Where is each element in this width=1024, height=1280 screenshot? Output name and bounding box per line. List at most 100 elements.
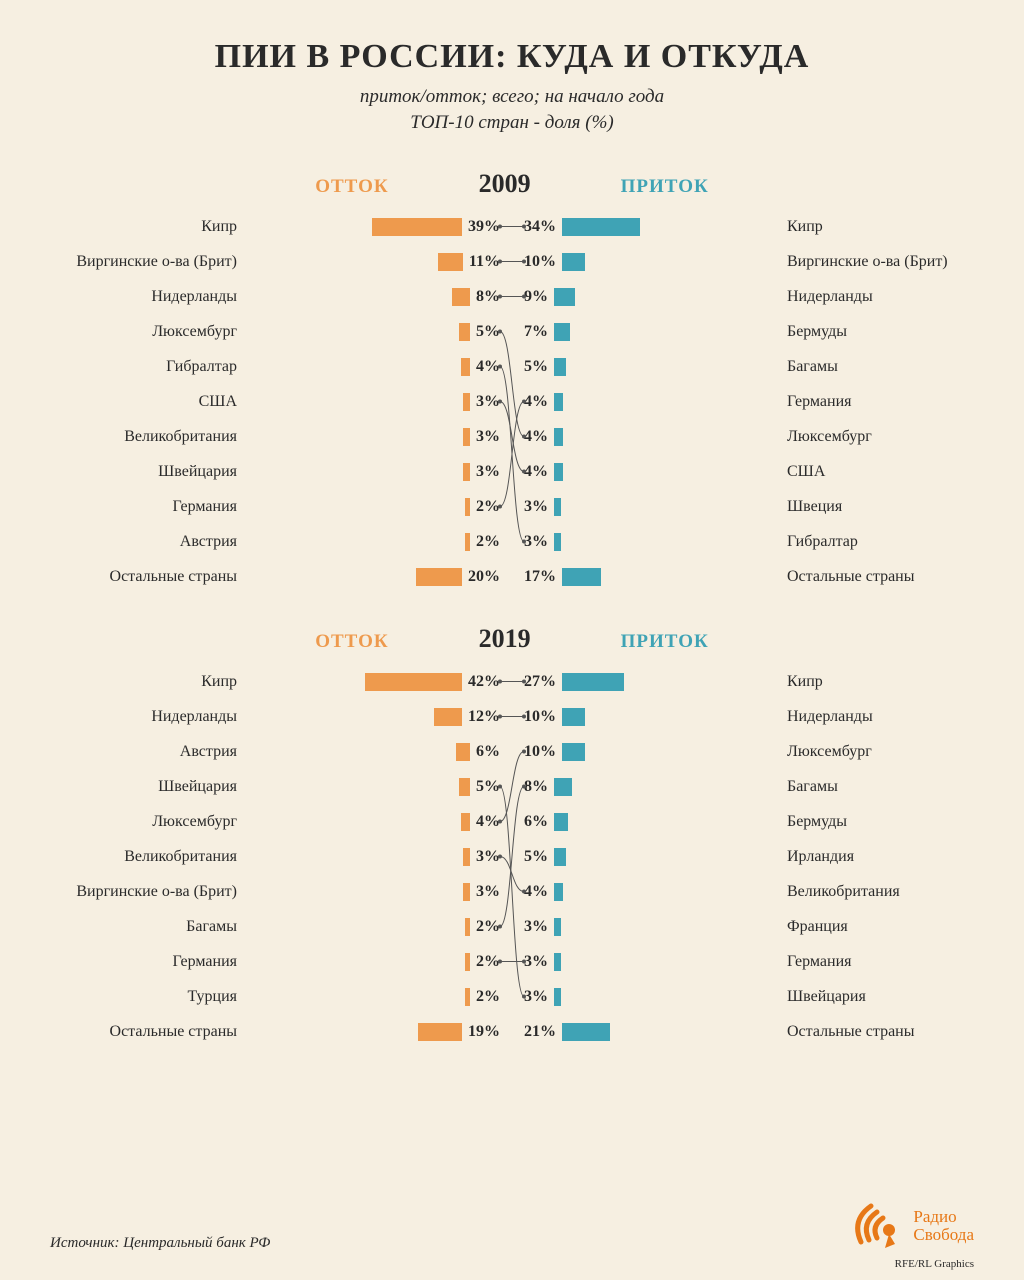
inflow-pct: 4%: [524, 393, 548, 411]
inflow-bar: [554, 463, 563, 481]
chart-row: Австрия2%3%Гибралтар: [50, 524, 974, 559]
outflow-bar-zone: 3%: [245, 428, 500, 446]
infographic-page: ПИИ В РОССИИ: КУДА И ОТКУДА приток/отток…: [0, 0, 1024, 1280]
inflow-bar: [554, 953, 561, 971]
chart-row: Швейцария3%4%США: [50, 454, 974, 489]
outflow-country-label: США: [50, 393, 245, 411]
inflow-country-label: Багамы: [779, 778, 974, 796]
outflow-bar-zone: 6%: [245, 743, 500, 761]
inflow-bar-zone: 3%: [524, 498, 779, 516]
inflow-bar-zone: 17%: [524, 568, 779, 586]
inflow-pct: 7%: [524, 323, 548, 341]
outflow-country-label: Германия: [50, 953, 245, 971]
chart-row: Кипр39%34%Кипр: [50, 209, 974, 244]
outflow-bar: [452, 288, 470, 306]
outflow-country-label: Турция: [50, 988, 245, 1006]
inflow-pct: 3%: [524, 918, 548, 936]
inflow-bar: [554, 428, 563, 446]
chart-row: Виргинские о-ва (Брит)11%10%Виргинские о…: [50, 244, 974, 279]
inflow-country-label: Бермуды: [779, 813, 974, 831]
inflow-pct: 6%: [524, 813, 548, 831]
inflow-country-label: Швеция: [779, 498, 974, 516]
outflow-bar-zone: 11%: [245, 253, 500, 271]
chart-row: Кипр42%27%Кипр: [50, 664, 974, 699]
inflow-bar: [554, 533, 561, 551]
inflow-bar: [554, 323, 570, 341]
outflow-pct: 6%: [476, 743, 500, 761]
inflow-bar-zone: 4%: [524, 428, 779, 446]
outflow-bar: [463, 848, 470, 866]
inflow-bar-zone: 4%: [524, 393, 779, 411]
chart-row: Великобритания3%5%Ирландия: [50, 839, 974, 874]
inflow-pct: 21%: [524, 1023, 556, 1041]
inflow-bar: [562, 743, 585, 761]
outflow-bar-zone: 8%: [245, 288, 500, 306]
outflow-country-label: Остальные страны: [50, 568, 245, 586]
inflow-bar-zone: 10%: [524, 708, 779, 726]
outflow-pct: 2%: [476, 533, 500, 551]
outflow-pct: 2%: [476, 918, 500, 936]
inflow-bar-zone: 3%: [524, 953, 779, 971]
inflow-pct: 3%: [524, 988, 548, 1006]
inflow-bar: [554, 778, 572, 796]
charts-container: ОТТОК2009ПРИТОККипр39%34%КипрВиргинские …: [50, 169, 974, 1049]
outflow-country-label: Австрия: [50, 533, 245, 551]
inflow-bar-zone: 4%: [524, 883, 779, 901]
inflow-pct: 8%: [524, 778, 548, 796]
inflow-pct: 4%: [524, 883, 548, 901]
inflow-country-label: Ирландия: [779, 848, 974, 866]
chart-block-2019: ОТТОК2019ПРИТОККипр42%27%КипрНидерланды1…: [50, 624, 974, 1049]
inflow-pct: 10%: [524, 743, 556, 761]
outflow-country-label: Германия: [50, 498, 245, 516]
outflow-bar: [463, 393, 470, 411]
outflow-pct: 3%: [476, 428, 500, 446]
outflow-bar-zone: 3%: [245, 463, 500, 481]
outflow-bar: [463, 463, 470, 481]
outflow-bar-zone: 12%: [245, 708, 500, 726]
chart-header: ОТТОК2009ПРИТОК: [50, 169, 974, 199]
outflow-pct: 2%: [476, 498, 500, 516]
logo-line-2: Свобода: [913, 1226, 974, 1244]
subtitle-line-1: приток/отток; всего; на начало года: [360, 86, 664, 107]
outflow-bar-zone: 20%: [245, 568, 500, 586]
inflow-bar-zone: 3%: [524, 533, 779, 551]
inflow-country-label: Нидерланды: [779, 288, 974, 306]
inflow-bar-zone: 5%: [524, 848, 779, 866]
outflow-bar: [372, 218, 462, 236]
inflow-bar: [562, 253, 585, 271]
inflow-bar-zone: 9%: [524, 288, 779, 306]
chart-row: Австрия6%10%Люксембург: [50, 734, 974, 769]
inflow-bar-zone: 6%: [524, 813, 779, 831]
inflow-bar-zone: 27%: [524, 673, 779, 691]
outflow-bar-zone: 3%: [245, 393, 500, 411]
inflow-country-label: Швейцария: [779, 988, 974, 1006]
outflow-bar: [434, 708, 462, 726]
inflow-country-label: Остальные страны: [779, 568, 974, 586]
chart-row: Гибралтар4%5%Багамы: [50, 349, 974, 384]
outflow-country-label: Виргинские о-ва (Брит): [50, 253, 245, 271]
outflow-bar: [459, 778, 471, 796]
outflow-country-label: Люксембург: [50, 813, 245, 831]
chart-row: Виргинские о-ва (Брит)3%4%Великобритания: [50, 874, 974, 909]
outflow-pct: 19%: [468, 1023, 500, 1041]
inflow-country-label: Германия: [779, 953, 974, 971]
chart-header: ОТТОК2019ПРИТОК: [50, 624, 974, 654]
outflow-country-label: Гибралтар: [50, 358, 245, 376]
outflow-pct: 42%: [468, 673, 500, 691]
outflow-country-label: Виргинские о-ва (Брит): [50, 883, 245, 901]
chart-row: Турция2%3%Швейцария: [50, 979, 974, 1014]
inflow-bar: [554, 498, 561, 516]
inflow-country-label: Остальные страны: [779, 1023, 974, 1041]
chart-row: Остальные страны20%17%Остальные страны: [50, 559, 974, 594]
outflow-country-label: Швейцария: [50, 463, 245, 481]
rows-wrapper: Кипр42%27%КипрНидерланды12%10%Нидерланды…: [50, 664, 974, 1049]
outflow-bar: [461, 358, 470, 376]
outflow-bar: [461, 813, 470, 831]
inflow-country-label: Кипр: [779, 218, 974, 236]
outflow-country-label: Великобритания: [50, 848, 245, 866]
logo-text: Радио Свобода: [913, 1208, 974, 1244]
year-label: 2009: [479, 169, 531, 199]
outflow-bar: [456, 743, 470, 761]
chart-row: Люксембург4%6%Бермуды: [50, 804, 974, 839]
chart-row: Германия 2% 3%Швеция: [50, 489, 974, 524]
